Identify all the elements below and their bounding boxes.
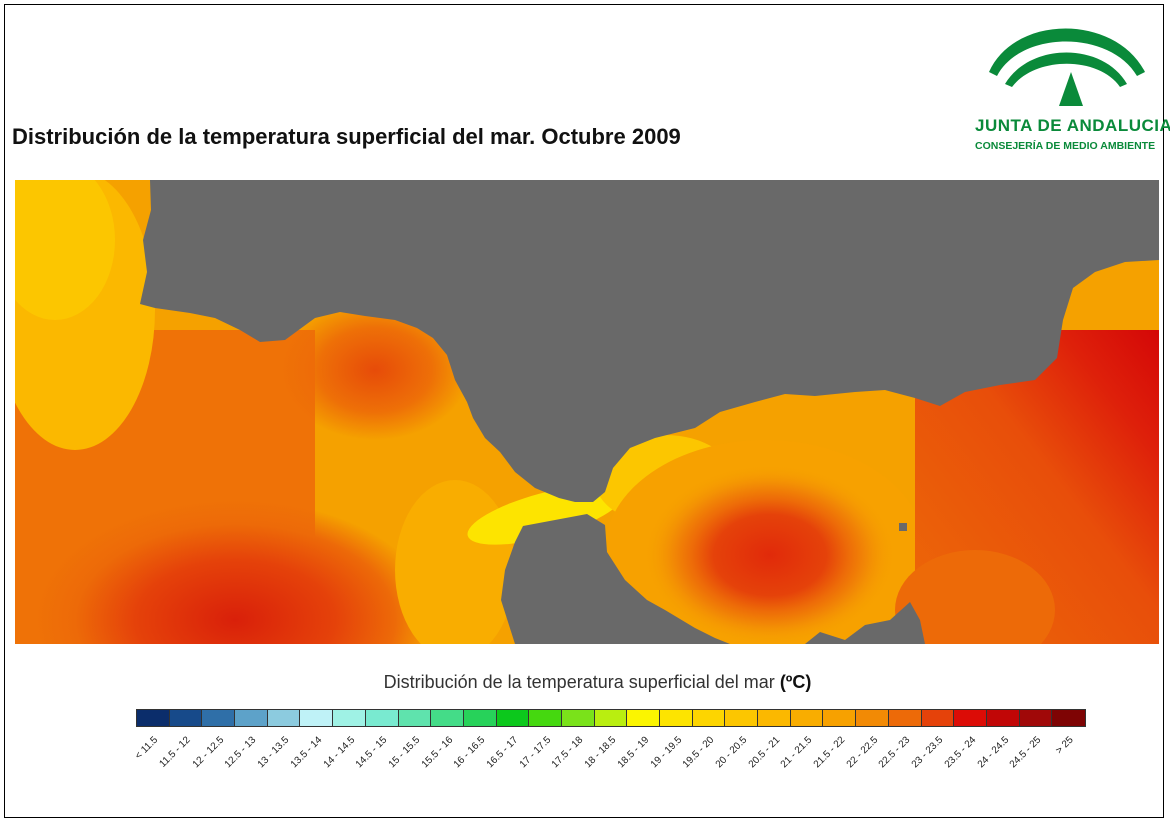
legend-swatch: [594, 710, 628, 726]
legend-swatch: [169, 710, 203, 726]
land-iberia: [140, 180, 1159, 502]
legend-title: Distribución de la temperatura superfici…: [0, 672, 1170, 693]
legend-swatch: [1052, 710, 1085, 726]
logo-name: JUNTA DE ANDALUCIA: [975, 116, 1170, 135]
legend-swatch: [921, 710, 955, 726]
legend-swatch: [758, 710, 791, 726]
legend-swatch: [333, 710, 366, 726]
legend-swatch: [398, 710, 432, 726]
legend-swatch: [627, 710, 660, 726]
legend-color-bar: [136, 709, 1086, 727]
legend-swatch: [1019, 710, 1053, 726]
sst-zone-southwest: [35, 500, 435, 644]
legend-unit: (ºC): [779, 672, 812, 692]
legend-title-text: Distribución de la temperatura superfici…: [383, 672, 775, 692]
sst-zone-northwest: [15, 180, 115, 320]
legend-swatch: [660, 710, 693, 726]
legend-swatch: [267, 710, 301, 726]
legend-swatch: [202, 710, 236, 726]
legend-swatch: [365, 710, 399, 726]
legend-swatch: [725, 710, 759, 726]
land-north-africa-west: [501, 514, 730, 644]
page-title: Distribución de la temperatura superfici…: [12, 124, 681, 149]
land-north-africa-east: [805, 602, 925, 644]
legend-swatch: [496, 710, 530, 726]
legend-swatch: [986, 710, 1020, 726]
legend-swatch: [235, 710, 268, 726]
junta-andalucia-logo: JUNTA DE ANDALUCIA CONSEJERÍA DE MEDIO A…: [975, 14, 1170, 160]
legend-swatch: [823, 710, 857, 726]
junta-andalucia-arch-icon: [989, 28, 1145, 106]
legend-swatch: [790, 710, 824, 726]
sst-zone-southeast: [895, 550, 1055, 644]
legend-swatch: [954, 710, 987, 726]
legend-swatch: [463, 710, 497, 726]
legend-swatch: [561, 710, 595, 726]
land-islet: [899, 523, 907, 531]
sst-zone-cadiz: [280, 300, 470, 440]
legend-swatch: [137, 710, 170, 726]
sst-map: [15, 180, 1159, 644]
legend-swatch: [856, 710, 889, 726]
legend-swatch: [888, 710, 922, 726]
sst-zone-alboran-core: [645, 465, 895, 644]
legend-swatch: [300, 710, 334, 726]
legend-swatch: [529, 710, 562, 726]
legend-swatch: [692, 710, 726, 726]
logo-department: CONSEJERÍA DE MEDIO AMBIENTE: [975, 140, 1156, 152]
legend-swatch: [431, 710, 464, 726]
